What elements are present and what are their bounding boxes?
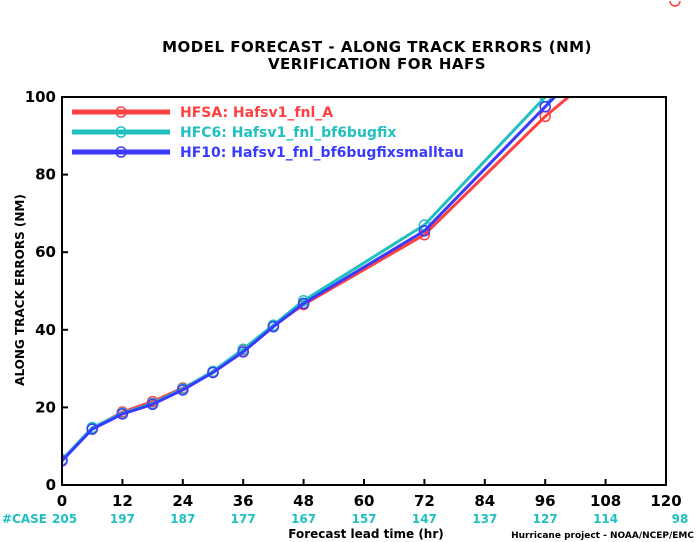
data-point <box>86 423 98 435</box>
case-count: 167 <box>291 512 316 526</box>
legend-marker <box>115 146 127 158</box>
data-point <box>116 408 129 420</box>
case-count: 205 <box>52 512 77 526</box>
x-tick-label: 120 <box>650 492 681 510</box>
data-point <box>146 398 159 411</box>
chart-title: MODEL FORECAST - ALONG TRACK ERRORS (NM) <box>162 38 592 56</box>
data-point <box>267 320 280 333</box>
x-tick-label: 84 <box>474 492 495 510</box>
data-point <box>418 225 431 237</box>
x-tick-label: 60 <box>354 492 375 510</box>
case-count-label: #CASE <box>2 512 47 526</box>
x-tick-label: 24 <box>172 492 193 510</box>
case-count: 197 <box>110 512 135 526</box>
x-tick-label: 48 <box>293 492 314 510</box>
x-tick-label: 12 <box>112 492 133 510</box>
series-layer <box>62 97 571 467</box>
footer-credit: Hurricane project - NOAA/NCEP/EMC <box>511 531 694 541</box>
chart-subtitle: VERIFICATION FOR HAFS <box>268 55 486 73</box>
case-count: 127 <box>533 512 558 526</box>
logo-mark <box>669 0 681 7</box>
data-point <box>62 455 68 467</box>
case-count: 114 <box>593 512 618 526</box>
data-point <box>297 297 310 310</box>
legend-label: HF10: Hafsv1_fnl_bf6bugfixsmalltau <box>180 145 464 161</box>
legend: HFSA: Hafsv1_fnl_A HFC6: Hafsv1_fnl_bf6bu… <box>72 105 464 161</box>
data-point <box>207 366 219 379</box>
data-point <box>539 100 551 113</box>
x-tick-label: 72 <box>414 492 435 510</box>
case-count: 187 <box>170 512 195 526</box>
x-tick-label: 0 <box>57 492 67 510</box>
axis-layer: 0 12 24 36 48 60 72 84 96 108 120 0 20 40 60 80 100 #CASE… <box>2 88 688 526</box>
y-tick-label: 100 <box>25 88 56 106</box>
y-tick-label: 40 <box>35 321 56 339</box>
case-count: 157 <box>351 512 376 526</box>
y-axis-label: ALONG TRACK ERRORS (NM) <box>13 194 27 386</box>
x-axis-label: Forecast lead time (hr) <box>288 527 444 541</box>
series-2 <box>62 97 557 467</box>
legend-marker <box>115 106 127 118</box>
x-tick-label: 36 <box>233 492 254 510</box>
x-tick-label: 108 <box>590 492 621 510</box>
case-count: 177 <box>231 512 256 526</box>
y-tick-label: 20 <box>35 398 56 416</box>
y-tick-label: 60 <box>35 243 56 261</box>
case-count: 98 <box>672 512 689 526</box>
y-tick-label: 80 <box>35 166 56 184</box>
y-tick-label: 0 <box>46 476 56 494</box>
data-point <box>177 384 189 396</box>
legend-label: HFSA: Hafsv1_fnl_A <box>180 105 333 121</box>
legend-label: HFC6: Hafsv1_fnl_bf6bugfix <box>180 125 396 141</box>
x-tick-label: 96 <box>535 492 556 510</box>
legend-marker <box>115 126 127 138</box>
case-count: 147 <box>412 512 437 526</box>
case-count: 137 <box>472 512 497 526</box>
data-point <box>237 346 249 358</box>
